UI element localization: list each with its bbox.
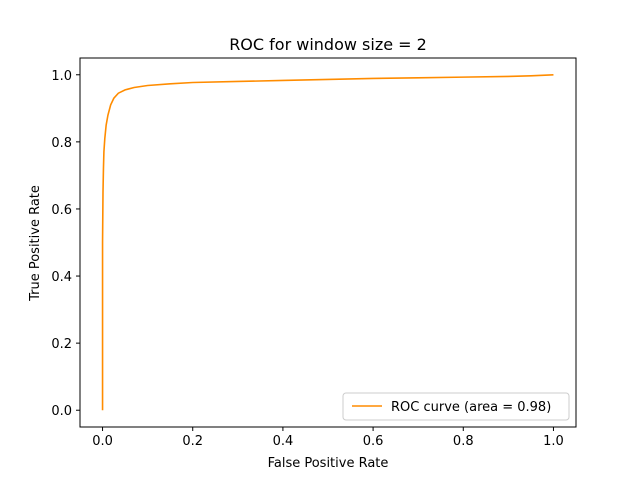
- y-tick-label: 1.0: [51, 69, 72, 84]
- legend: ROC curve (area = 0.98): [342, 392, 570, 421]
- x-tick-label: 0.2: [182, 434, 203, 449]
- chart-title: ROC for window size = 2: [229, 35, 427, 54]
- x-tick-label: 0.8: [453, 434, 474, 449]
- y-tick-label: 0.6: [51, 203, 72, 218]
- y-axis-ticks: 0.0 0.2 0.4 0.6 0.8 1.0: [51, 69, 80, 419]
- x-axis-ticks: 0.0 0.2 0.4 0.6 0.8 1.0: [92, 427, 564, 449]
- x-tick-label: 0.6: [363, 434, 384, 449]
- y-tick-label: 0.8: [51, 136, 72, 151]
- y-tick-label: 0.2: [51, 337, 72, 352]
- plot-area: [101, 73, 554, 411]
- y-axis-label: True Positive Rate: [28, 185, 43, 302]
- legend-box: [342, 392, 570, 421]
- x-tick-label: 0.4: [273, 434, 294, 449]
- roc-curve-line: [101, 73, 554, 411]
- x-tick-label: 1.0: [543, 434, 564, 449]
- y-tick-label: 0.0: [51, 404, 72, 419]
- axes-frame: [79, 57, 577, 428]
- x-tick-label: 0.0: [92, 434, 113, 449]
- legend-label: ROC curve (area = 0.98): [391, 400, 551, 415]
- y-tick-label: 0.4: [51, 270, 72, 285]
- x-axis-label: False Positive Rate: [268, 456, 389, 471]
